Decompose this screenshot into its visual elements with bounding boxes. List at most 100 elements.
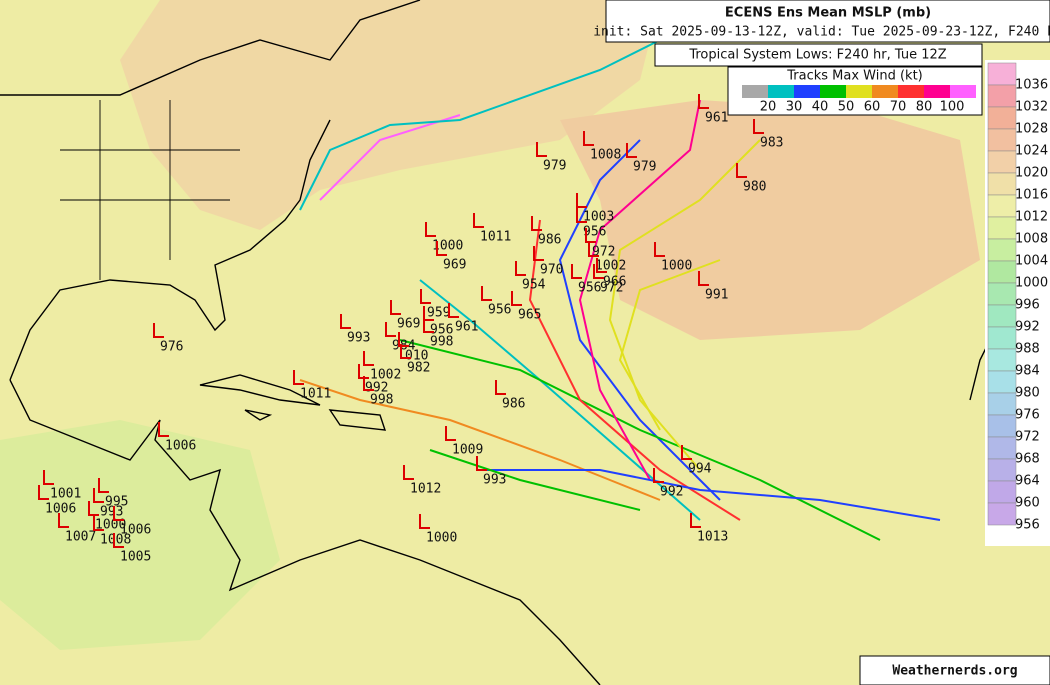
scale-label: 972 <box>1015 430 1040 445</box>
low-pressure-region <box>0 420 280 650</box>
low-marker <box>113 533 124 548</box>
wind-swatch <box>742 85 768 98</box>
scale-label: 980 <box>1015 386 1040 401</box>
high-pressure-region <box>120 0 660 230</box>
low-marker <box>536 142 547 157</box>
coastline <box>9 119 331 381</box>
lows-title: Tropical System Lows: F240 hr, Tue 12Z <box>688 48 946 63</box>
low-marker <box>419 514 430 529</box>
scale-swatch <box>987 436 1017 460</box>
wind-swatch <box>950 85 976 98</box>
scale-swatch <box>987 62 1017 86</box>
storm-track <box>618 259 721 431</box>
storm-track <box>578 99 701 481</box>
low-marker <box>481 286 492 301</box>
low-pressure-label: 1011 <box>300 387 331 402</box>
low-pressure-label: 1006 <box>45 502 76 517</box>
low-marker <box>576 208 587 223</box>
low-marker <box>576 193 587 208</box>
low-marker <box>448 303 459 318</box>
low-pressure-label: 965 <box>518 308 541 323</box>
wind-swatch <box>872 85 898 98</box>
wind-legend: 20 30 40 50 60 70 80 100 <box>742 85 976 115</box>
low-pressure-label: 956 <box>430 323 453 338</box>
low-pressure-label: 970 <box>540 263 563 278</box>
low-marker <box>358 364 369 379</box>
low-marker <box>43 470 54 485</box>
storm-track <box>558 139 721 501</box>
scale-swatch <box>987 128 1017 152</box>
low-pressure-label: 979 <box>633 160 656 175</box>
low-marker <box>653 468 664 483</box>
low-pressure-label: 980 <box>743 180 766 195</box>
credit: Weathernerds.org <box>892 664 1017 679</box>
low-pressure-label: 956 <box>488 303 511 318</box>
borders <box>60 100 240 280</box>
scale-label: 996 <box>1015 298 1040 313</box>
low-pressure-label: 979 <box>543 159 566 174</box>
low-pressure-label: 1008 <box>590 148 621 163</box>
low-marker <box>158 422 169 437</box>
low-pressure-label: 1000 <box>432 239 463 254</box>
scale-swatch <box>987 84 1017 108</box>
low-marker <box>654 242 665 257</box>
scale-label: 1020 <box>1015 166 1048 181</box>
low-marker <box>690 513 701 528</box>
low-pressure-label: 966 <box>603 275 626 290</box>
scale-label: 1024 <box>1015 144 1048 159</box>
low-marker <box>93 516 104 531</box>
scale-label: 960 <box>1015 496 1040 511</box>
storm-track <box>399 339 881 541</box>
low-pressure-label: 956 <box>578 281 601 296</box>
low-marker <box>58 513 69 528</box>
low-marker <box>38 485 49 500</box>
low-pressure-label: 1006 <box>165 439 196 454</box>
low-marker <box>473 213 484 228</box>
title: ECENS Ens Mean MSLP (mb) <box>725 6 931 21</box>
wind-swatch <box>768 85 794 98</box>
subtitle: init: Sat 2025-09-13-12Z, valid: Tue 202… <box>593 25 1050 40</box>
low-pressure-label: 1003 <box>583 210 614 225</box>
low-pressure-label: 1000 <box>95 518 126 533</box>
coastline <box>0 0 421 96</box>
storm-track <box>429 449 641 511</box>
scale-swatch <box>987 480 1017 504</box>
low-marker <box>515 261 526 276</box>
low-pressure-label: 998 <box>430 335 453 350</box>
scale-swatch <box>987 282 1017 306</box>
low-pressure-label: 972 <box>600 281 623 296</box>
low-pressure-label: 956 <box>583 225 606 240</box>
low-marker <box>511 291 522 306</box>
scale-swatch <box>987 304 1017 328</box>
low-marker <box>98 478 109 493</box>
low-pressure-label: 995 <box>105 495 128 510</box>
low-marker <box>736 163 747 178</box>
low-pressure-label: 961 <box>705 111 728 126</box>
scale-label: 1000 <box>1015 276 1048 291</box>
low-marker <box>113 506 124 521</box>
low-pressure-label: 972 <box>592 245 615 260</box>
low-marker <box>93 488 104 503</box>
scale-swatch <box>987 348 1017 372</box>
low-marker <box>363 351 374 366</box>
low-marker <box>153 323 164 338</box>
wind-label: 70 <box>890 100 907 115</box>
low-marker <box>390 300 401 315</box>
low-pressure-label: 1007 <box>65 530 96 545</box>
low-marker <box>88 501 99 516</box>
low-marker <box>596 258 607 273</box>
low-marker <box>698 271 709 286</box>
low-pressure-label: 992 <box>660 485 683 500</box>
low-marker <box>340 314 351 329</box>
scale-swatch <box>987 458 1017 482</box>
scale-swatch <box>987 216 1017 240</box>
storm-track <box>319 114 461 201</box>
low-pressure-label: 994 <box>688 462 712 477</box>
wind-label: 60 <box>864 100 881 115</box>
low-pressure-label: 1009 <box>452 443 483 458</box>
low-marker <box>420 289 431 304</box>
wind-label: 20 <box>760 100 777 115</box>
